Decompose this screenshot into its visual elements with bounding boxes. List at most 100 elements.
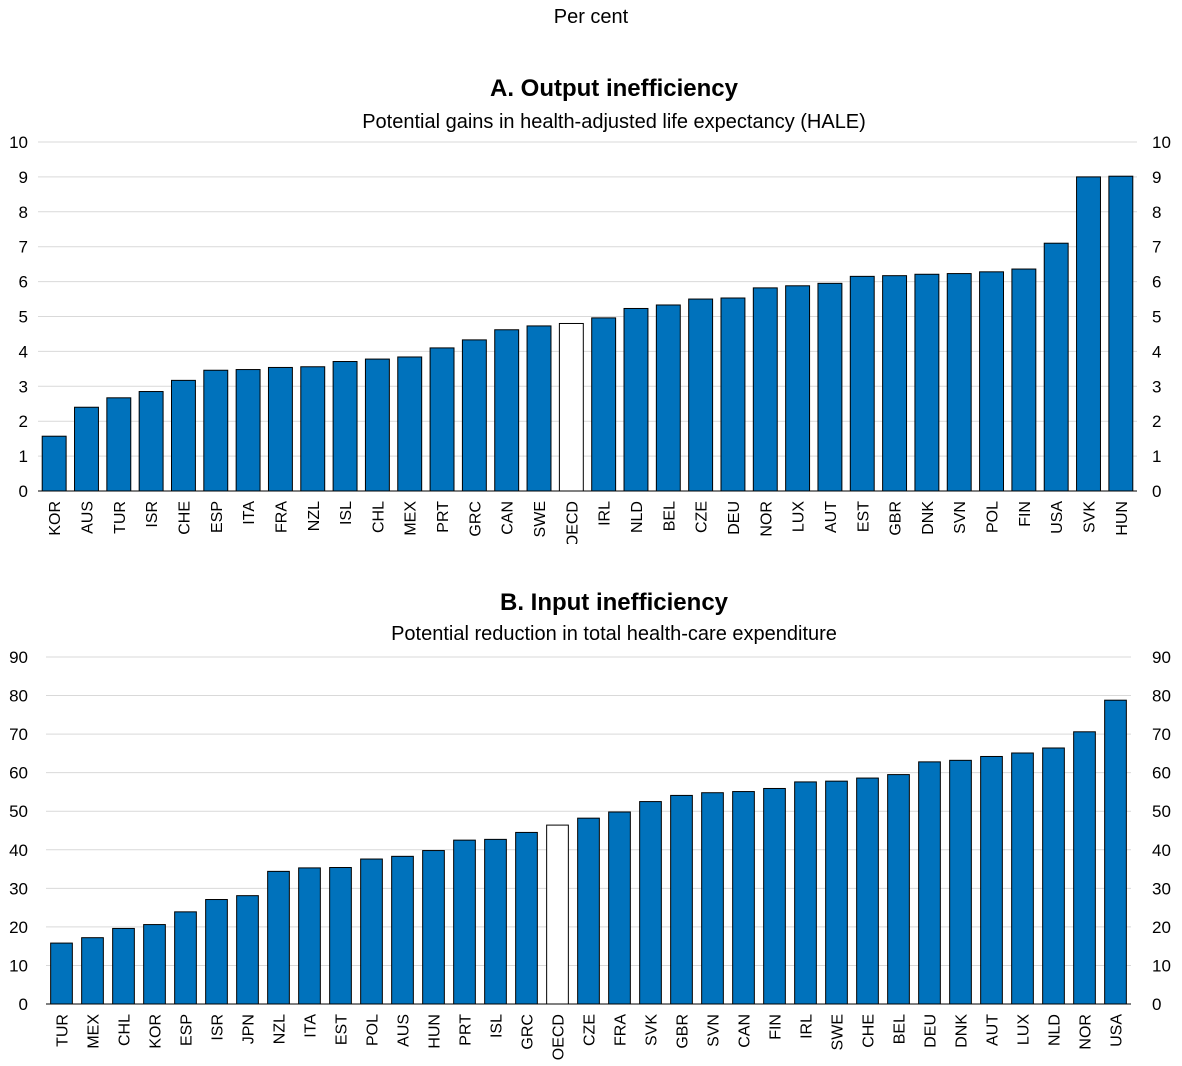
panel-b-bar-can (732, 791, 755, 1005)
panel-a-category-label: CZE (694, 501, 711, 533)
panel-a-category-label: NLD (629, 501, 646, 533)
panel-a-category-label: CHL (370, 501, 387, 533)
panel-b-category-label: JPN (241, 1014, 258, 1044)
panel-b-y-tick-left: 0 (19, 995, 28, 1014)
panel-b-category-label: AUT (985, 1014, 1002, 1046)
panel-a-bar-ita (235, 369, 261, 492)
panel-b-category-label: TUR (55, 1014, 72, 1047)
panel-a-category-label: OECD (564, 501, 581, 544)
panel-b-left-axis: 0 10 20 30 40 50 60 70 80 90 (9, 648, 28, 1014)
panel-b-category-label: AUS (396, 1014, 413, 1047)
panel-b-category-label: BEL (892, 1014, 909, 1044)
panel-a-bar-nld (623, 307, 649, 492)
panel-b-category-label: MEX (86, 1014, 103, 1049)
panel-a-category-label: DNK (920, 501, 937, 535)
panel-b-y-tick-right: 40 (1152, 841, 1171, 860)
panel-a-category-label: DEU (726, 501, 743, 535)
panel-b-category-label: FRA (613, 1014, 630, 1046)
panel-b-y-tick-left: 10 (9, 956, 28, 975)
panel-b-chart: B. Input inefficiency Potential reductio… (9, 589, 1171, 1061)
panel-b-bar-svk (639, 801, 662, 1005)
panel-a-category-label: ESP (209, 501, 226, 533)
panel-a-category-label: POL (985, 501, 1002, 533)
panel-b-bar-fra (608, 811, 631, 1005)
panel-b-y-tick-left: 50 (9, 802, 28, 821)
panel-a-bar-che (170, 379, 196, 492)
panel-a-right-axis: 0 1 2 3 4 5 6 7 8 9 10 (1152, 133, 1171, 501)
panel-b-category-label: FIN (768, 1014, 785, 1040)
panel-a-category-label: IRL (597, 501, 614, 526)
panel-b-y-tick-right: 0 (1152, 995, 1161, 1014)
panel-a-bar-chl (364, 358, 390, 492)
panel-b-category-label: PRT (458, 1014, 475, 1046)
panel-a-category-label: ISR (144, 501, 161, 528)
panel-a-bar-nzl (300, 366, 326, 492)
panel-b-bar-lux (1011, 752, 1034, 1005)
panel-a-category-label: USA (1049, 501, 1066, 534)
panel-b-category-label: KOR (148, 1014, 165, 1049)
panel-a-bar-grc (461, 339, 487, 492)
panel-a-y-tick-right: 3 (1152, 377, 1161, 396)
panel-a-y-tick-right: 2 (1152, 412, 1161, 431)
panel-b-bar-irl (794, 781, 817, 1005)
panel-a-bar-esp (203, 369, 229, 492)
panel-a-y-tick-right: 0 (1152, 482, 1161, 501)
panel-b-category-label: LUX (1016, 1014, 1033, 1045)
panel-a-bar-isl (332, 361, 358, 492)
panel-a-bar-fin (1011, 268, 1037, 492)
panel-a-category-label: AUS (79, 501, 96, 534)
panel-a-category-label: SVN (952, 501, 969, 534)
panel-b-y-tick-right: 30 (1152, 879, 1171, 898)
panel-b-category-label: DEU (923, 1014, 940, 1048)
panel-b-category-label: NLD (1047, 1014, 1064, 1046)
panel-b-category-label: SWE (830, 1014, 847, 1050)
panel-a-y-tick-right: 8 (1152, 203, 1161, 222)
panel-b-right-axis: 0 10 20 30 40 50 60 70 80 90 (1152, 648, 1171, 1014)
panel-b-bar-jpn (236, 895, 259, 1005)
panel-b-bar-aut (980, 755, 1003, 1005)
panel-a-bar-deu (720, 297, 746, 492)
panel-a-bar-est (849, 275, 875, 492)
panel-b-bar-swe (825, 780, 848, 1005)
panel-a-category-label: NOR (758, 501, 775, 537)
panel-b-y-tick-left: 40 (9, 841, 28, 860)
panel-b-bar-tur (50, 942, 73, 1005)
panel-b-y-tick-left: 70 (9, 725, 28, 744)
panel-a-y-tick-left: 6 (19, 273, 28, 292)
panel-a-bar-aut (817, 282, 843, 492)
panel-b-bar-oecd (546, 824, 569, 1005)
panel-b-bar-fin (763, 787, 786, 1005)
panel-a-bar-fra (267, 366, 293, 492)
panel-a-subtitle: Potential gains in health-adjusted life … (362, 111, 866, 133)
panel-b-category-label: CAN (737, 1014, 754, 1048)
panel-b-category-label: SVK (644, 1014, 661, 1046)
panel-a-category-label: SVK (1082, 501, 1099, 533)
panel-b-bars (50, 699, 1127, 1005)
panel-b-bar-deu (918, 761, 941, 1005)
panel-a-y-tick-left: 9 (19, 168, 28, 187)
panel-b-category-label: ISR (210, 1014, 227, 1041)
panel-a-left-axis: 0 1 2 3 4 5 6 7 8 9 10 (9, 133, 28, 501)
panel-b-category-label: SVN (706, 1014, 723, 1047)
panel-a-bar-tur (106, 397, 132, 492)
panel-b-category-label: CHE (861, 1014, 878, 1048)
panel-b-category-label: OECD (551, 1014, 568, 1060)
panel-a-y-tick-right: 10 (1152, 133, 1171, 152)
panel-a-chart: A. Output inefficiency Potential gains i… (9, 75, 1171, 544)
panel-b-category-labels: TUR MEX CHL KOR ESP ISR JPN NZL ITA EST POL AUS HUN P… (55, 1014, 1126, 1061)
panel-b-bar-che (856, 777, 879, 1005)
panel-a-category-label: ISL (338, 501, 355, 525)
panel-b-bar-grc (515, 831, 538, 1005)
panel-a-category-labels: KOR AUS TUR ISR CHE ESP ITA FRA NZL ISL CHL MEX PRT G… (47, 501, 1131, 544)
panel-a-category-label: CAN (500, 501, 517, 535)
panel-a-category-label: CHE (176, 501, 193, 535)
panel-b-category-label: ISL (489, 1014, 506, 1038)
panel-a-bar-aus (74, 406, 99, 492)
panel-a-category-label: PRT (435, 501, 452, 533)
panel-a-y-tick-right: 7 (1152, 238, 1161, 257)
panel-b-bar-prt (453, 839, 476, 1005)
panel-b-bar-hun (422, 850, 445, 1005)
panel-b-bar-svn (701, 792, 724, 1005)
panel-a-y-tick-left: 2 (19, 412, 28, 431)
panel-b-y-tick-right: 20 (1152, 918, 1171, 937)
